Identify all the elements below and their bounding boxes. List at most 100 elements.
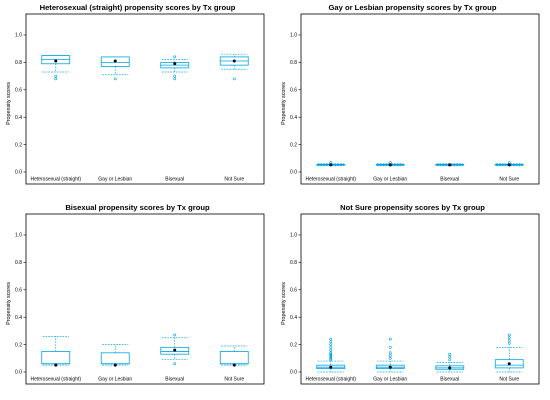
outlier-point <box>329 348 333 352</box>
y-tick-label: 0.4 <box>290 315 297 321</box>
box-iqr <box>41 351 71 365</box>
y-tick-label: 1.0 <box>15 33 22 39</box>
outlier-point <box>388 354 392 357</box>
chart-title: Gay or Lesbian propensity scores by Tx g… <box>329 3 497 12</box>
plot-frame <box>25 213 265 385</box>
mean-point <box>173 62 177 66</box>
outlier-point <box>388 351 392 355</box>
mean-point <box>507 362 511 366</box>
outlier-point <box>54 77 58 81</box>
y-tick-label: 0.0 <box>290 170 297 176</box>
panel-bisexual: Bisexual propensity scores by Tx group Pr… <box>0 200 275 400</box>
y-tick-label: 0.4 <box>15 115 22 121</box>
plot-frame <box>300 213 540 385</box>
outlier-point <box>329 352 333 356</box>
mean-point <box>329 365 333 369</box>
box-iqr <box>219 351 249 365</box>
outlier-point <box>329 355 333 359</box>
mean-point <box>113 59 117 63</box>
outlier-point <box>329 356 333 360</box>
chart-title: Not Sure propensity scores by Tx group <box>340 203 485 212</box>
y-tick-label: 0.4 <box>290 115 297 121</box>
y-tick-label: 0.2 <box>290 142 297 148</box>
outlier-point <box>232 77 236 81</box>
x-tick-label: Gay or Lesbian <box>373 177 407 183</box>
y-tick-label: 0.6 <box>15 88 22 94</box>
mean-point <box>232 363 236 367</box>
mean-point <box>232 59 236 63</box>
y-tick-label: 1.0 <box>290 233 297 239</box>
y-tick-label: 0.6 <box>290 88 297 94</box>
chart-svg: Bisexual propensity scores by Tx group Pr… <box>6 203 265 385</box>
mean-point <box>507 163 511 167</box>
outlier-point <box>507 341 511 345</box>
x-tick-label: Not Sure <box>499 177 519 183</box>
mean-point <box>448 163 452 167</box>
y-tick-label: 0.8 <box>15 60 22 66</box>
outlier-point <box>388 337 392 341</box>
y-tick-label: 0.8 <box>290 260 297 266</box>
y-tick-label: 1.0 <box>290 33 297 39</box>
outlier-point <box>329 161 333 164</box>
y-axis-label: Propensity scores <box>281 282 287 325</box>
plot-frame <box>25 13 265 185</box>
y-tick-label: 0.8 <box>290 60 297 66</box>
mean-point <box>388 163 392 167</box>
outlier-point <box>329 340 333 344</box>
panel-not-sure: Not Sure propensity scores by Tx group Pr… <box>275 200 550 400</box>
mean-point <box>448 366 452 370</box>
outlier-point <box>329 337 333 341</box>
y-tick-label: 0.0 <box>15 170 22 176</box>
chart-svg: Gay or Lesbian propensity scores by Tx g… <box>281 3 540 185</box>
outlier-point <box>329 345 333 349</box>
outlier-point <box>173 362 177 366</box>
x-tick-label: Not Sure <box>499 377 519 383</box>
y-tick-label: 1.0 <box>15 233 22 239</box>
box-iqr <box>100 352 130 365</box>
mean-point <box>54 363 58 367</box>
chart-svg: Not Sure propensity scores by Tx group Pr… <box>281 203 540 385</box>
y-tick-label: 0.0 <box>15 370 22 376</box>
x-tick-label: Gay or Lesbian <box>373 377 407 383</box>
outlier-point <box>388 356 392 360</box>
y-axis-label: Propensity scores <box>6 282 12 325</box>
outlier-point <box>173 77 177 81</box>
outlier-point <box>113 77 117 81</box>
y-tick-label: 0.2 <box>290 342 297 348</box>
mean-point <box>173 348 177 352</box>
x-tick-label: Not Sure <box>224 177 244 183</box>
y-tick-label: 0.0 <box>290 370 297 376</box>
x-tick-label: Gay or Lesbian <box>98 377 132 383</box>
panel-heterosexual: Heterosexual (straight) propensity score… <box>0 0 275 200</box>
chart-title: Heterosexual (straight) propensity score… <box>40 3 236 12</box>
mean-point <box>54 59 58 63</box>
outlier-point <box>507 333 511 337</box>
outlier-point <box>329 354 333 357</box>
y-tick-label: 0.2 <box>15 342 22 348</box>
x-tick-label: Bisexual <box>440 177 459 183</box>
y-tick-label: 0.6 <box>15 288 22 294</box>
x-tick-label: Not Sure <box>224 377 244 383</box>
outlier-point <box>173 333 177 337</box>
outlier-point <box>448 355 452 359</box>
outlier-point <box>388 345 392 349</box>
outlier-point <box>507 339 511 342</box>
y-tick-label: 0.4 <box>15 315 22 321</box>
outlier-point <box>507 336 511 340</box>
chart-svg: Heterosexual (straight) propensity score… <box>6 3 265 185</box>
mean-point <box>113 363 117 367</box>
chart-title: Bisexual propensity scores by Tx group <box>65 203 210 212</box>
x-tick-label: Bisexual <box>440 377 459 383</box>
outlier-point <box>173 74 177 78</box>
outlier-point <box>329 343 333 347</box>
x-tick-label: Bisexual <box>165 177 184 183</box>
outlier-point <box>329 358 333 362</box>
plot-frame <box>300 13 540 185</box>
outlier-point <box>448 358 452 362</box>
outlier-point <box>329 351 333 355</box>
x-tick-label: Heterosexual (straight) <box>30 177 81 183</box>
mean-point <box>388 365 392 369</box>
x-tick-label: Heterosexual (straight) <box>30 377 81 383</box>
outlier-point <box>173 55 177 59</box>
outlier-point <box>54 74 58 78</box>
